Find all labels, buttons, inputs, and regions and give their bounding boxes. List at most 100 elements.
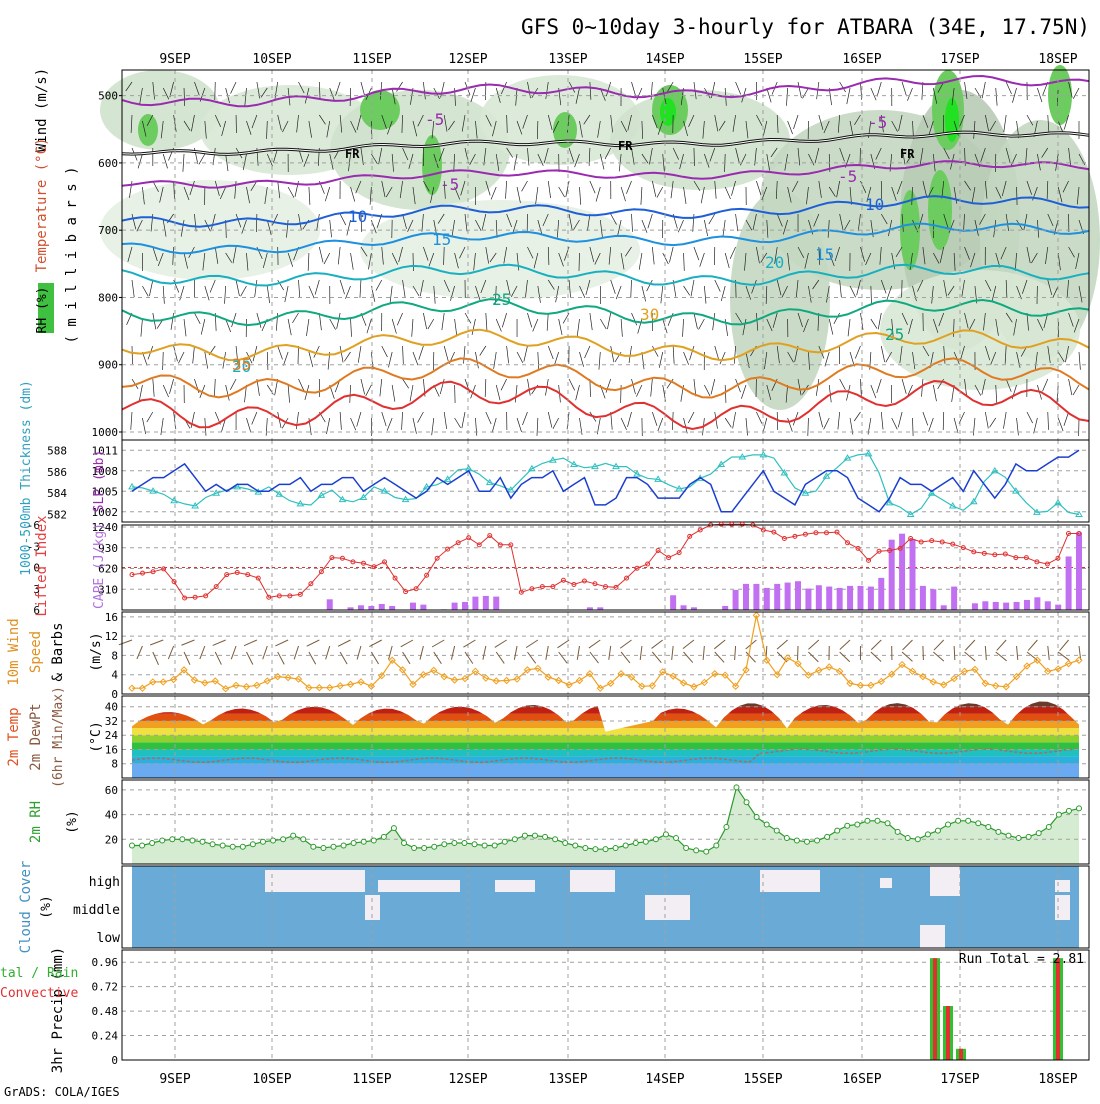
cloud-block bbox=[420, 880, 460, 892]
wind-barb bbox=[590, 181, 595, 193]
wind-barb-10m bbox=[1027, 652, 1038, 661]
freezing-level-label: FR bbox=[900, 147, 915, 161]
wind-barb bbox=[517, 352, 523, 363]
cloud-block bbox=[1055, 880, 1070, 892]
thickness-tick-label: 584 bbox=[47, 487, 67, 500]
rh-marker bbox=[130, 843, 135, 848]
wind-barb-10m bbox=[840, 652, 850, 662]
wind-barb-10m bbox=[903, 640, 913, 650]
wind-barb bbox=[996, 88, 997, 106]
rh-marker bbox=[694, 848, 699, 853]
wind-barb-10m bbox=[340, 652, 347, 664]
wind-barb bbox=[267, 286, 269, 303]
rh-marker bbox=[311, 844, 316, 849]
wind-barb bbox=[163, 352, 164, 370]
wind-barb bbox=[178, 352, 184, 363]
precip-convective-bar bbox=[959, 1049, 963, 1060]
cloud-level-label: middle bbox=[73, 903, 120, 918]
rh-marker bbox=[492, 843, 497, 848]
rh-marker bbox=[804, 839, 809, 844]
wind-barb bbox=[507, 346, 509, 363]
wind-barb bbox=[149, 280, 152, 296]
rh-marker bbox=[482, 843, 487, 848]
contour-label: 10 bbox=[865, 195, 884, 214]
wind-barb bbox=[309, 187, 310, 205]
wind-barb-10m bbox=[997, 640, 1006, 650]
bottom-date-label: 15SEP bbox=[743, 1072, 782, 1087]
cape-bar bbox=[993, 602, 999, 610]
wind-barb bbox=[255, 280, 257, 297]
freezing-level-label: FR bbox=[345, 147, 360, 161]
wind-barb bbox=[351, 418, 356, 430]
wind-barb bbox=[419, 346, 424, 360]
rh-marker bbox=[996, 829, 1001, 834]
wind-barb bbox=[376, 280, 382, 291]
wind-barb bbox=[351, 253, 354, 270]
wind-barb bbox=[180, 286, 184, 300]
wind-barb bbox=[933, 385, 936, 401]
cloud-block bbox=[760, 870, 820, 892]
wind-barb bbox=[418, 412, 424, 423]
cape-bar bbox=[472, 597, 478, 610]
rh-tick-label: 20 bbox=[105, 833, 118, 846]
rh-marker bbox=[452, 841, 457, 846]
wind-barb bbox=[522, 181, 528, 191]
rh-marker bbox=[774, 828, 779, 833]
wind-barb bbox=[367, 319, 371, 333]
wind-tick-label: 0 bbox=[111, 688, 118, 701]
wind-barb-10m bbox=[577, 646, 579, 660]
wind-barb-10m bbox=[451, 646, 454, 660]
wind-barb bbox=[472, 319, 475, 335]
wind-barb bbox=[236, 280, 239, 296]
rh-marker bbox=[603, 847, 608, 852]
bottom-date-label: 12SEP bbox=[448, 1072, 487, 1087]
wind-barb bbox=[553, 418, 559, 429]
cape-bar bbox=[982, 601, 988, 610]
wind-barb bbox=[798, 82, 801, 98]
wind-barb bbox=[982, 82, 985, 98]
wind-barb bbox=[1064, 412, 1069, 426]
pressure-tick-label: 1000 bbox=[92, 426, 119, 439]
wind-barb bbox=[694, 247, 699, 260]
wind-barb bbox=[506, 181, 507, 199]
wind-barb bbox=[471, 88, 476, 102]
precip-convective-legend: Convective bbox=[0, 986, 78, 1001]
rh-marker bbox=[361, 839, 366, 844]
contour-label: -5 bbox=[868, 113, 887, 132]
wind-barb-10m bbox=[546, 646, 548, 660]
rh-marker bbox=[230, 844, 235, 849]
wind-barb bbox=[621, 385, 622, 403]
wind-barb bbox=[1017, 418, 1019, 435]
wind-barb bbox=[658, 418, 663, 431]
rh-marker bbox=[895, 829, 900, 834]
wind-barb-10m bbox=[1017, 646, 1018, 660]
cape-bar bbox=[452, 603, 458, 610]
cape-bar bbox=[483, 596, 489, 610]
wind-barb-10m bbox=[714, 640, 725, 649]
wind-barb-10m bbox=[309, 652, 316, 664]
wind-barb-10m bbox=[609, 646, 611, 660]
wind-barb-10m bbox=[357, 646, 361, 659]
wind-barb bbox=[1073, 88, 1079, 99]
wind-barb bbox=[340, 280, 344, 294]
wind-barb-10m bbox=[246, 652, 252, 664]
rh-marker bbox=[180, 837, 185, 842]
cape-bar bbox=[1034, 597, 1040, 610]
wind-barb-10m bbox=[527, 652, 535, 663]
wind-barb bbox=[138, 154, 142, 168]
cape-bar bbox=[743, 584, 749, 610]
wind-barb-10m bbox=[294, 646, 298, 659]
contour-label: 20 bbox=[765, 253, 784, 272]
wind-barb bbox=[423, 313, 426, 329]
wind-barb bbox=[428, 319, 434, 329]
wind-barb bbox=[651, 379, 653, 397]
wind-barb bbox=[299, 280, 300, 298]
pressure-tick-label: 500 bbox=[98, 90, 118, 103]
wind-barb bbox=[902, 379, 906, 394]
cloud-level-label: high bbox=[89, 875, 120, 890]
wind-barb bbox=[548, 181, 550, 198]
wind-barb bbox=[337, 313, 340, 329]
rh-marker bbox=[764, 822, 769, 827]
rh-marker bbox=[935, 828, 940, 833]
rh-marker bbox=[885, 821, 890, 826]
